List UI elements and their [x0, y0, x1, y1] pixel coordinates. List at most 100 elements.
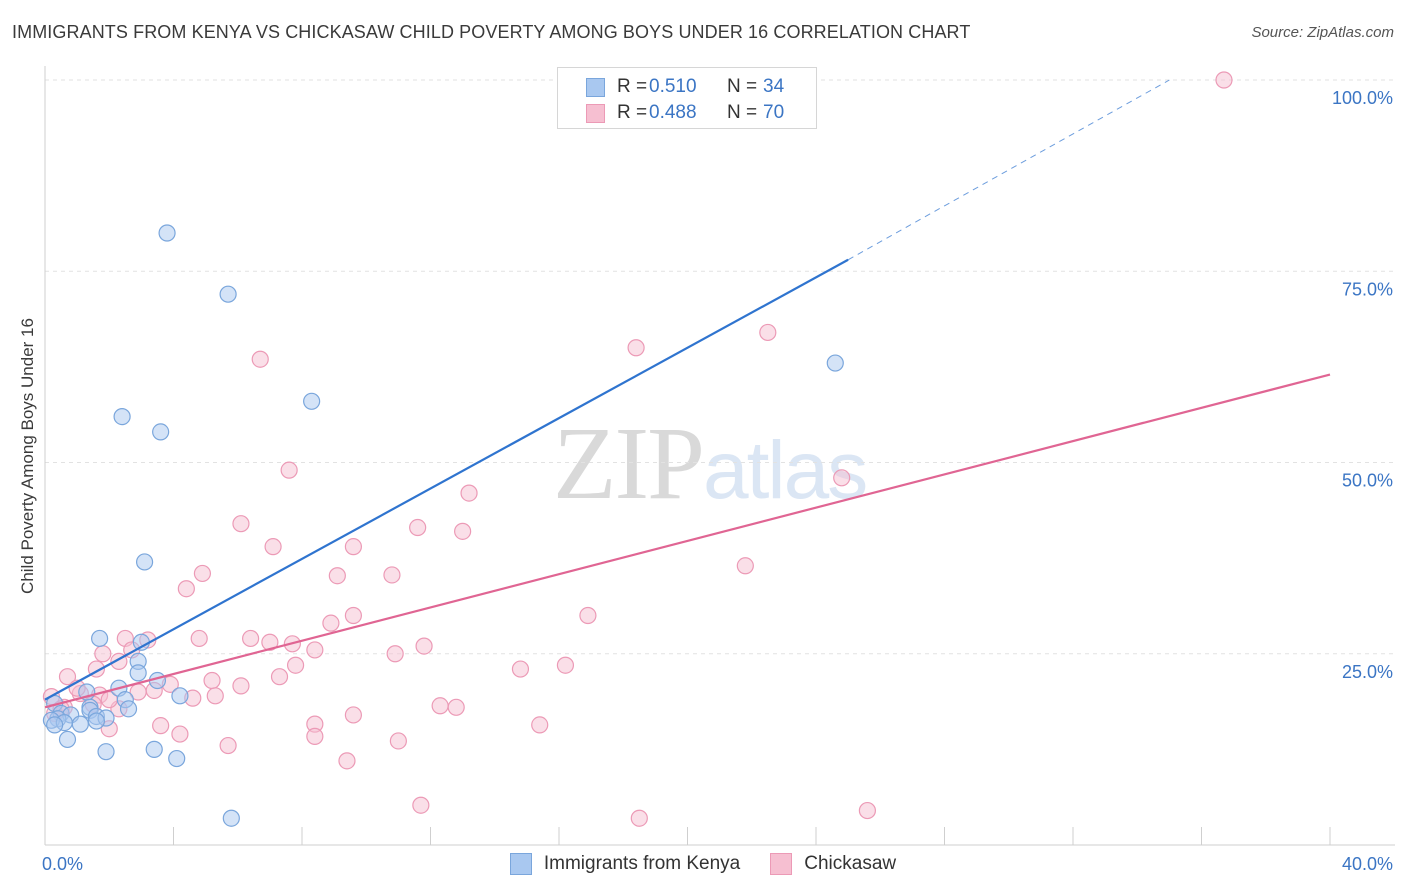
legend-r-value-kenya: 0.510	[649, 76, 697, 97]
legend-swatch-kenya	[509, 853, 532, 875]
gridlines	[45, 79, 1395, 655]
x-tick-label-min: 0.0%	[42, 854, 83, 874]
point-kenya	[97, 743, 115, 761]
point-kenya	[129, 664, 147, 682]
point-chickasaw	[232, 515, 250, 533]
point-chickasaw	[306, 727, 324, 745]
point-chickasaw	[58, 668, 77, 686]
point-chickasaw	[579, 606, 597, 625]
y-tick-label: 50.0%	[1342, 471, 1393, 491]
point-chickasaw	[386, 645, 404, 663]
point-chickasaw	[511, 660, 530, 678]
legend-stats: R = 0.510 N = 34 R = 0.488 N = 70	[557, 67, 817, 129]
point-chickasaw	[338, 752, 356, 770]
point-kenya	[46, 716, 64, 734]
point-chickasaw	[415, 637, 433, 655]
y-tick-label: 100.0%	[1332, 88, 1393, 108]
point-chickasaw	[219, 736, 237, 755]
axes	[44, 66, 1395, 846]
point-kenya	[219, 285, 237, 303]
point-chickasaw	[322, 614, 340, 632]
legend-swatch-chickasaw	[586, 103, 605, 123]
legend-item-chickasaw[interactable]: Chickasaw	[770, 853, 896, 875]
point-chickasaw	[858, 801, 877, 820]
point-chickasaw	[556, 656, 575, 674]
tick-labels: 25.0% 50.0% 75.0% 100.0% 0.0% 40.0%	[42, 88, 1393, 874]
point-chickasaw	[454, 522, 472, 540]
point-chickasaw	[531, 716, 549, 734]
point-chickasaw	[306, 641, 324, 659]
point-chickasaw	[264, 538, 282, 556]
y-tick-label: 25.0%	[1342, 662, 1393, 682]
series-chickasaw-points	[42, 71, 1233, 827]
legend-n-value-chickasaw: 70	[763, 102, 785, 123]
legend-r-value-chickasaw: 0.488	[649, 102, 697, 123]
point-kenya	[58, 730, 77, 749]
point-chickasaw	[412, 796, 430, 814]
point-chickasaw	[171, 725, 189, 743]
point-chickasaw	[280, 461, 298, 479]
point-chickasaw	[447, 698, 465, 716]
y-axis-title: Child Poverty Among Boys Under 16	[18, 318, 37, 594]
trend-line-chickasaw	[44, 373, 1331, 709]
point-chickasaw	[431, 697, 449, 715]
legend-n-label: N =	[727, 102, 758, 123]
point-kenya	[91, 629, 109, 648]
point-chickasaw	[344, 706, 362, 724]
legend-label-chickasaw: Chickasaw	[804, 853, 897, 874]
legend-r-label: R =	[617, 102, 648, 123]
point-chickasaw	[1215, 71, 1233, 89]
point-chickasaw	[232, 677, 250, 695]
point-chickasaw	[344, 538, 362, 556]
legend-row-kenya: R = 0.510 N = 34	[586, 74, 784, 100]
point-chickasaw	[190, 629, 208, 648]
trend-lines	[44, 79, 1331, 709]
point-chickasaw	[152, 717, 170, 735]
point-kenya	[87, 712, 106, 730]
x-tick-label-max: 40.0%	[1342, 854, 1393, 874]
point-kenya	[152, 423, 170, 441]
point-chickasaw	[177, 580, 195, 598]
point-chickasaw	[242, 629, 260, 648]
point-chickasaw	[328, 567, 346, 585]
point-chickasaw	[460, 484, 478, 502]
point-kenya	[71, 715, 89, 733]
point-chickasaw	[383, 566, 401, 584]
y-tick-label: 75.0%	[1342, 279, 1393, 299]
trend-line-kenya	[44, 258, 849, 701]
point-chickasaw	[251, 350, 269, 368]
series-kenya-points	[42, 224, 844, 827]
watermark-zip: ZIP	[553, 406, 705, 521]
point-kenya	[171, 687, 189, 705]
point-kenya	[145, 740, 163, 758]
point-chickasaw	[409, 518, 427, 537]
legend-swatch-kenya	[586, 77, 605, 97]
legend-swatch-chickasaw	[770, 853, 793, 875]
point-chickasaw	[203, 671, 221, 690]
point-chickasaw	[833, 469, 851, 487]
point-chickasaw	[193, 564, 212, 583]
chart-title: IMMIGRANTS FROM KENYA VS CHICKASAW CHILD…	[12, 22, 971, 42]
legend-n-label: N =	[727, 76, 758, 97]
legend-item-kenya[interactable]: Immigrants from Kenya	[509, 853, 740, 875]
legend-r-label: R =	[617, 76, 648, 97]
point-kenya	[303, 392, 321, 410]
legend-n-value-kenya: 34	[763, 76, 785, 97]
point-kenya	[222, 809, 240, 827]
point-kenya	[135, 553, 154, 571]
point-chickasaw	[94, 645, 112, 663]
point-kenya	[113, 408, 131, 426]
source-credit: Source: ZipAtlas.com	[1251, 24, 1394, 41]
point-kenya	[826, 354, 844, 372]
point-chickasaw	[627, 339, 645, 357]
point-chickasaw	[206, 687, 224, 705]
point-chickasaw	[630, 809, 648, 827]
legend-row-chickasaw: R = 0.488 N = 70	[586, 100, 784, 126]
point-kenya	[119, 700, 138, 718]
point-kenya	[168, 749, 186, 768]
point-chickasaw	[344, 606, 362, 625]
point-chickasaw	[759, 323, 777, 342]
point-chickasaw	[286, 656, 305, 674]
point-chickasaw	[389, 732, 407, 750]
